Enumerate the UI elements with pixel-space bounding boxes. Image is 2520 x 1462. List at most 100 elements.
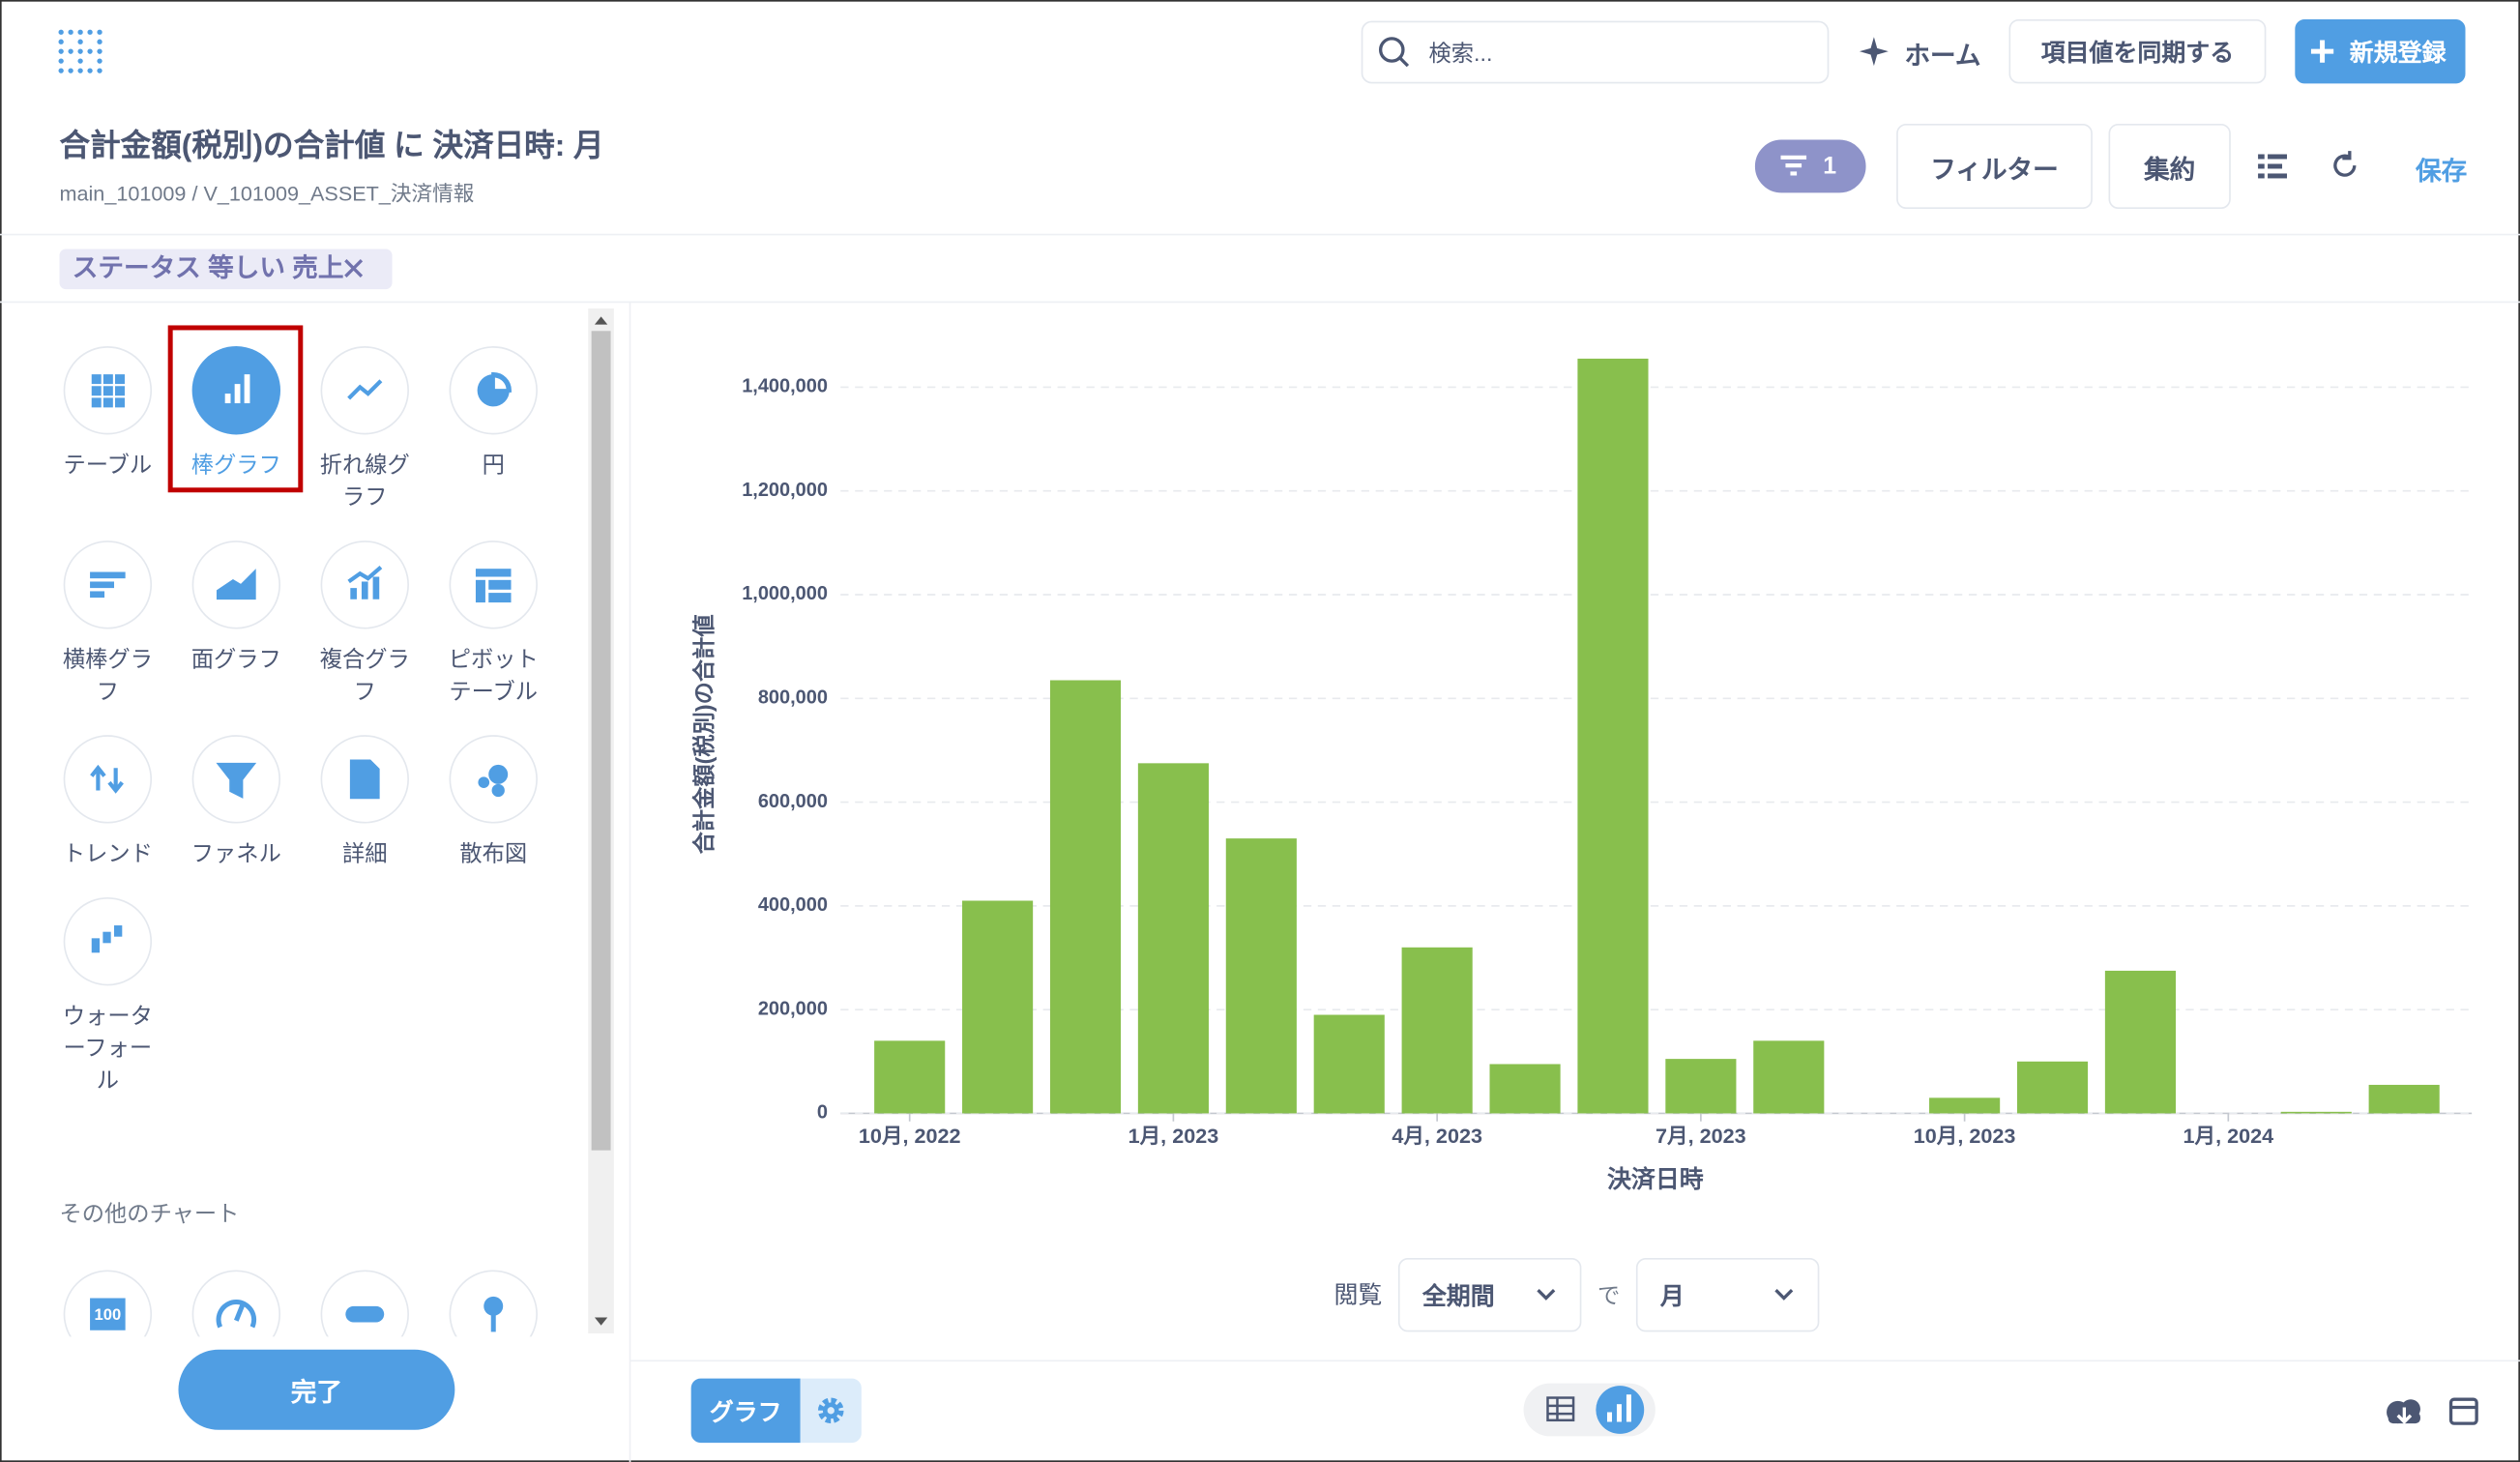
view-label: 閲覧 bbox=[1333, 1281, 1383, 1310]
bar bbox=[1665, 1059, 1737, 1114]
chart-type-button[interactable] bbox=[320, 1270, 409, 1358]
x-axis-title: 決済日時 bbox=[1607, 1165, 1704, 1193]
icon-part bbox=[103, 386, 113, 396]
search-placeholder[interactable]: 検索... bbox=[1428, 40, 1493, 67]
icon-part bbox=[90, 581, 115, 589]
new-button[interactable]: 新規登録 bbox=[2295, 18, 2466, 84]
y-tick-label: 400,000 bbox=[758, 894, 828, 916]
bar bbox=[1753, 1040, 1825, 1114]
bar bbox=[2280, 1111, 2352, 1114]
summarize-button[interactable]: 集約 bbox=[2108, 123, 2231, 210]
icon-part bbox=[347, 565, 383, 584]
icon-part bbox=[490, 1312, 496, 1332]
y-tick-label: 1,000,000 bbox=[742, 583, 828, 604]
filter-pill-text: ステータス 等しい 売上 bbox=[72, 255, 344, 283]
filter-button[interactable]: フィルター bbox=[1896, 123, 2093, 210]
icon-part bbox=[491, 372, 512, 393]
chart-type-label: 折れ線グラフ bbox=[319, 451, 410, 510]
icon-part bbox=[91, 374, 102, 385]
y-tick-label: 800,000 bbox=[758, 687, 828, 709]
unit-value: 月 bbox=[1659, 1282, 1685, 1310]
icon-part bbox=[488, 579, 512, 590]
bar bbox=[2368, 1084, 2440, 1114]
chart-type-label: テーブル bbox=[63, 451, 153, 478]
refresh-icon[interactable] bbox=[2330, 150, 2362, 182]
chart-type-label: ファネル bbox=[190, 839, 281, 866]
remove-filter-icon[interactable] bbox=[342, 257, 365, 279]
icon-part bbox=[475, 579, 485, 603]
y-axis-title: 合計金額(税別)の合計値 bbox=[691, 614, 717, 854]
chart-type-label: 散布図 bbox=[459, 839, 528, 866]
filter-pill[interactable]: ステータス 等しい 売上 bbox=[59, 249, 393, 290]
chart-type-icon bbox=[90, 571, 126, 599]
period-value: 全期間 bbox=[1421, 1282, 1495, 1310]
breadcrumb-item[interactable]: main_101009 bbox=[59, 181, 187, 206]
display-button[interactable]: グラフ bbox=[690, 1378, 801, 1444]
x-tick-label: 7月, 2023 bbox=[1656, 1124, 1746, 1148]
chart-type-icon bbox=[216, 762, 257, 799]
chart-type-label: 複合グラフ bbox=[319, 645, 410, 704]
search-box[interactable] bbox=[1361, 20, 1830, 84]
filter-icon bbox=[1780, 155, 1807, 176]
icon-part bbox=[475, 569, 512, 577]
icon-part bbox=[114, 386, 125, 396]
breadcrumb-item[interactable]: V_101009_ASSET_決済情報 bbox=[203, 181, 475, 206]
bar bbox=[2016, 1061, 2089, 1114]
y-tick-label: 200,000 bbox=[758, 998, 828, 1019]
chart-type-icon bbox=[347, 565, 383, 599]
chart-type-icon bbox=[91, 925, 123, 953]
icon-part bbox=[483, 1296, 504, 1316]
question-title: 合計金額(税別)の合計値 に 決済日時: 月 bbox=[59, 130, 604, 164]
filter-count-badge[interactable]: 1 bbox=[1754, 139, 1866, 193]
icon-part bbox=[90, 571, 126, 579]
sync-button[interactable]: 項目値を同期する bbox=[2008, 18, 2267, 84]
y-tick-label: 600,000 bbox=[758, 791, 828, 812]
icon-part bbox=[90, 764, 124, 794]
bar bbox=[1137, 763, 1209, 1114]
chart-type-icon bbox=[477, 372, 512, 407]
icon-part bbox=[91, 397, 102, 408]
search-icon bbox=[1378, 37, 1405, 63]
home-link[interactable]: ホーム bbox=[1904, 43, 1981, 72]
table-toggle-icon[interactable] bbox=[1546, 1396, 1575, 1422]
icon-part bbox=[216, 1300, 257, 1329]
highlight-box bbox=[167, 325, 304, 493]
icon-part bbox=[491, 783, 505, 798]
icon-part bbox=[488, 764, 509, 784]
list-icon[interactable] bbox=[2256, 151, 2288, 183]
chart-type-icon bbox=[91, 374, 125, 408]
chart-type-label: 棒グラフ bbox=[190, 451, 281, 478]
x-tick-label: 1月, 2023 bbox=[1128, 1124, 1219, 1148]
chart-type-button[interactable] bbox=[63, 735, 153, 824]
x-tick-label: 10月, 2023 bbox=[1914, 1124, 2016, 1148]
x-tick-label: 10月, 2022 bbox=[859, 1124, 961, 1148]
done-button[interactable]: 完了 bbox=[178, 1349, 455, 1430]
chart-type-icon bbox=[475, 569, 512, 603]
chart-type-label: トレンド bbox=[62, 839, 153, 866]
x-tick-label: 1月, 2024 bbox=[2183, 1124, 2274, 1148]
bar bbox=[1577, 358, 1649, 1114]
chart-type-icon bbox=[216, 569, 256, 600]
other-icon-text: 100 bbox=[94, 1305, 121, 1324]
calendar-icon[interactable] bbox=[2448, 1397, 2478, 1425]
chart-type-label: ピボットテーブル bbox=[448, 645, 539, 704]
gear-icon bbox=[817, 1397, 844, 1424]
sparkle-icon bbox=[1859, 37, 1889, 67]
scrollbar-thumb[interactable] bbox=[591, 331, 611, 1151]
icon-part bbox=[216, 762, 257, 799]
bar bbox=[1225, 838, 1297, 1114]
icon-part bbox=[103, 397, 113, 408]
chart-type-label: 円 bbox=[482, 451, 505, 478]
icon-part bbox=[91, 938, 101, 953]
chart-type-icon bbox=[90, 764, 124, 794]
icon-part bbox=[114, 397, 125, 408]
icon-part bbox=[234, 384, 241, 404]
icon-part bbox=[90, 591, 105, 599]
chart-type-icon bbox=[347, 379, 383, 400]
chart-type-icon bbox=[349, 759, 380, 800]
icon-part bbox=[103, 931, 111, 944]
save-button[interactable]: 保存 bbox=[2415, 159, 2468, 187]
